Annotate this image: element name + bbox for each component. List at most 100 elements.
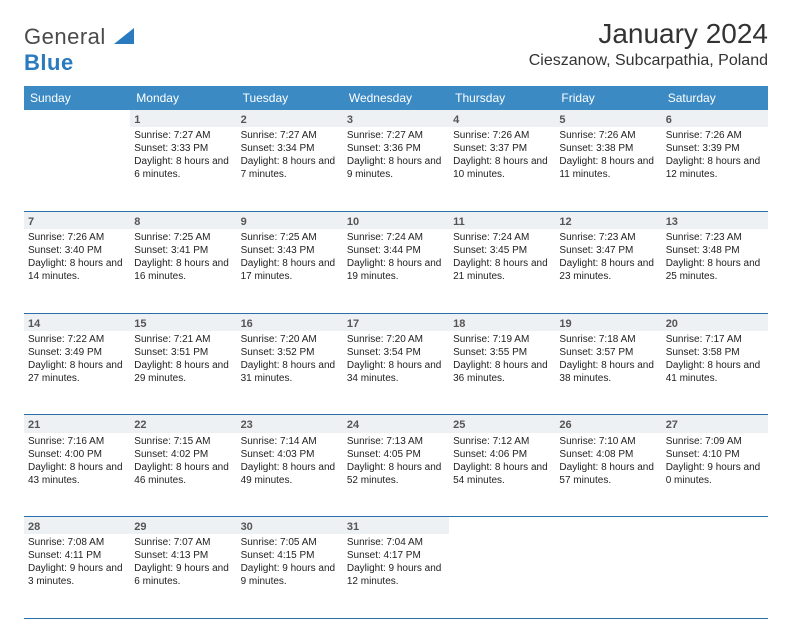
daylight-label: Daylight: (241, 156, 280, 167)
day-number-cell: 30 (237, 517, 343, 535)
sunset-value: 4:10 PM (702, 449, 739, 460)
daylight-label: Daylight: (347, 563, 386, 574)
sunrise-value: 7:08 AM (67, 537, 104, 548)
sunset-label: Sunset: (347, 143, 381, 154)
sunrise-value: 7:27 AM (280, 130, 317, 141)
day-cell: Sunrise: 7:23 AMSunset: 3:48 PMDaylight:… (662, 229, 768, 313)
daylight-label: Daylight: (347, 258, 386, 269)
daylight-label: Daylight: (28, 462, 67, 473)
daylight-label: Daylight: (134, 156, 173, 167)
sunrise-label: Sunrise: (666, 334, 703, 345)
daylight-label: Daylight: (559, 156, 598, 167)
day-cell: Sunrise: 7:04 AMSunset: 4:17 PMDaylight:… (343, 534, 449, 618)
sunset-value: 3:34 PM (277, 143, 314, 154)
day-cell: Sunrise: 7:15 AMSunset: 4:02 PMDaylight:… (130, 433, 236, 517)
weekday-header: Monday (130, 86, 236, 110)
sunrise-label: Sunrise: (559, 334, 596, 345)
sunset-label: Sunset: (453, 143, 487, 154)
day-number-cell: 18 (449, 313, 555, 331)
sunset-value: 4:15 PM (277, 550, 314, 561)
sunset-label: Sunset: (347, 550, 381, 561)
day-cell: Sunrise: 7:13 AMSunset: 4:05 PMDaylight:… (343, 433, 449, 517)
daylight-label: Daylight: (347, 156, 386, 167)
sunset-value: 3:38 PM (596, 143, 633, 154)
day-cell (662, 534, 768, 618)
daylight-label: Daylight: (134, 258, 173, 269)
day-cell: Sunrise: 7:26 AMSunset: 3:38 PMDaylight:… (555, 127, 661, 211)
week-row: Sunrise: 7:22 AMSunset: 3:49 PMDaylight:… (24, 331, 768, 415)
sunset-label: Sunset: (347, 449, 381, 460)
sunrise-value: 7:07 AM (174, 537, 211, 548)
daylight-label: Daylight: (241, 563, 280, 574)
sunrise-label: Sunrise: (666, 130, 703, 141)
sunset-value: 3:39 PM (702, 143, 739, 154)
sunset-label: Sunset: (134, 245, 168, 256)
sunset-label: Sunset: (241, 143, 275, 154)
day-number-cell: 6 (662, 110, 768, 127)
sunrise-value: 7:20 AM (280, 334, 317, 345)
sunrise-label: Sunrise: (453, 436, 490, 447)
day-number-cell: 19 (555, 313, 661, 331)
sunrise-label: Sunrise: (347, 130, 384, 141)
daylight-label: Daylight: (241, 258, 280, 269)
daynum-row: 123456 (24, 110, 768, 127)
daylight-label: Daylight: (559, 462, 598, 473)
daylight-label: Daylight: (347, 462, 386, 473)
sunrise-label: Sunrise: (28, 232, 65, 243)
daylight-label: Daylight: (134, 462, 173, 473)
brand-name-b: Blue (24, 50, 74, 75)
day-number-cell: 28 (24, 517, 130, 535)
sunset-value: 3:45 PM (490, 245, 527, 256)
day-number-cell: 3 (343, 110, 449, 127)
day-number-cell: 11 (449, 211, 555, 229)
daylight-label: Daylight: (28, 360, 67, 371)
sunrise-value: 7:16 AM (67, 436, 104, 447)
day-number-cell: 26 (555, 415, 661, 433)
sunset-value: 4:08 PM (596, 449, 633, 460)
day-number-cell: 4 (449, 110, 555, 127)
day-number-cell: 20 (662, 313, 768, 331)
week-row: Sunrise: 7:16 AMSunset: 4:00 PMDaylight:… (24, 433, 768, 517)
sunrise-value: 7:04 AM (386, 537, 423, 548)
sunset-value: 3:51 PM (171, 347, 208, 358)
day-cell: Sunrise: 7:24 AMSunset: 3:44 PMDaylight:… (343, 229, 449, 313)
sunrise-label: Sunrise: (241, 537, 278, 548)
sunrise-value: 7:09 AM (705, 436, 742, 447)
daylight-label: Daylight: (453, 462, 492, 473)
sunrise-value: 7:05 AM (280, 537, 317, 548)
sunset-value: 3:57 PM (596, 347, 633, 358)
day-number-cell: 1 (130, 110, 236, 127)
sunrise-label: Sunrise: (28, 537, 65, 548)
day-cell: Sunrise: 7:26 AMSunset: 3:37 PMDaylight:… (449, 127, 555, 211)
daylight-label: Daylight: (666, 156, 705, 167)
day-number-cell: 7 (24, 211, 130, 229)
day-cell: Sunrise: 7:07 AMSunset: 4:13 PMDaylight:… (130, 534, 236, 618)
sunrise-label: Sunrise: (134, 232, 171, 243)
sunset-label: Sunset: (241, 347, 275, 358)
day-number-cell: 25 (449, 415, 555, 433)
brand-sail-icon (114, 24, 134, 50)
day-cell: Sunrise: 7:08 AMSunset: 4:11 PMDaylight:… (24, 534, 130, 618)
weekday-header-row: SundayMondayTuesdayWednesdayThursdayFrid… (24, 86, 768, 110)
daylight-label: Daylight: (28, 563, 67, 574)
sunset-value: 4:11 PM (65, 550, 102, 561)
day-number-cell (449, 517, 555, 535)
sunrise-value: 7:26 AM (67, 232, 104, 243)
sunset-value: 3:33 PM (171, 143, 208, 154)
sunset-value: 4:06 PM (490, 449, 527, 460)
sunset-label: Sunset: (28, 245, 62, 256)
daylight-label: Daylight: (453, 156, 492, 167)
day-cell: Sunrise: 7:27 AMSunset: 3:34 PMDaylight:… (237, 127, 343, 211)
sunrise-label: Sunrise: (453, 232, 490, 243)
day-cell: Sunrise: 7:20 AMSunset: 3:52 PMDaylight:… (237, 331, 343, 415)
day-number-cell: 10 (343, 211, 449, 229)
sunrise-value: 7:23 AM (705, 232, 742, 243)
sunrise-label: Sunrise: (453, 130, 490, 141)
weekday-header: Wednesday (343, 86, 449, 110)
daynum-row: 14151617181920 (24, 313, 768, 331)
sunset-value: 4:02 PM (171, 449, 208, 460)
daylight-label: Daylight: (241, 360, 280, 371)
sunrise-value: 7:25 AM (280, 232, 317, 243)
sunset-value: 4:13 PM (171, 550, 208, 561)
day-number-cell: 27 (662, 415, 768, 433)
